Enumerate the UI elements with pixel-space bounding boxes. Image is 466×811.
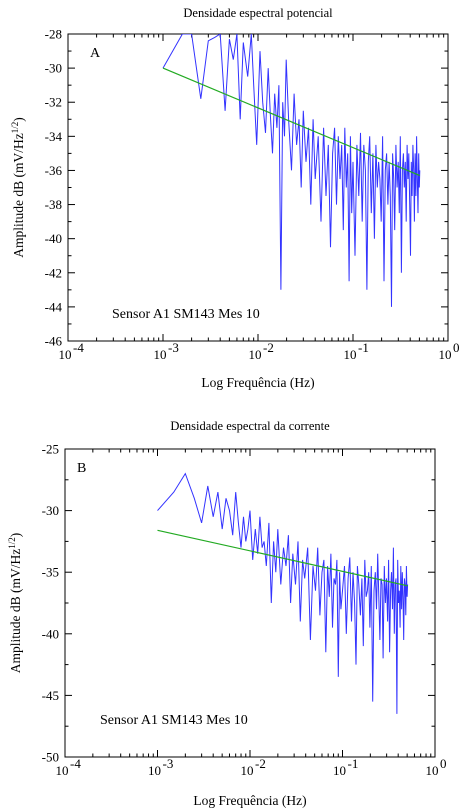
y-axis-label: Amplitude dB (mV/Hz1/2) — [10, 117, 26, 258]
x-tick-label: 10 — [241, 763, 254, 778]
x-tick-exponent: -3 — [168, 340, 179, 355]
panel-label: B — [77, 461, 86, 476]
x-tick-label: 10 — [344, 347, 357, 362]
x-tick-label: 10 — [56, 763, 69, 778]
y-tick-label: -38 — [45, 197, 62, 212]
x-tick-exponent: -3 — [163, 756, 174, 771]
x-tick-exponent: -4 — [70, 756, 81, 771]
y-tick-label: -40 — [45, 231, 62, 246]
y-tick-label: -30 — [45, 61, 62, 76]
x-tick-label: 10 — [59, 347, 72, 362]
chart-title: Densidade espectral potencial — [183, 6, 333, 20]
x-tick-exponent: -4 — [73, 340, 84, 355]
x-tick-exponent: -1 — [348, 756, 359, 771]
trend-line — [157, 529, 408, 587]
x-tick-label: 10 — [154, 347, 167, 362]
y-tick-label: -50 — [42, 750, 59, 765]
x-tick-exponent: 0 — [440, 756, 447, 771]
panel-label: A — [90, 46, 101, 61]
x-tick-label: 10 — [439, 347, 452, 362]
y-tick-label: -42 — [45, 265, 62, 280]
y-tick-label: -45 — [42, 688, 59, 703]
y-tick-label: -25 — [42, 442, 59, 457]
x-axis-label: Log Frequência (Hz) — [201, 375, 314, 390]
x-tick-exponent: -2 — [263, 340, 274, 355]
y-tick-label: -35 — [42, 565, 59, 580]
x-tick-exponent: -1 — [358, 340, 369, 355]
y-tick-label: -44 — [45, 299, 63, 314]
x-axis-label: Log Frequência (Hz) — [193, 793, 306, 808]
y-tick-label: -30 — [42, 503, 59, 518]
y-tick-label: -36 — [45, 163, 63, 178]
x-tick-label: 10 — [249, 347, 262, 362]
x-tick-label: 10 — [148, 763, 161, 778]
y-tick-label: -32 — [45, 95, 62, 110]
x-tick-exponent: -2 — [255, 756, 266, 771]
y-tick-label: -46 — [45, 334, 63, 349]
sensor-annotation: Sensor A1 SM143 Mes 10 — [100, 713, 248, 728]
x-tick-label: 10 — [426, 763, 439, 778]
trend-line — [162, 67, 421, 177]
y-axis-label: Amplitude dB (mV/Hz1/2) — [7, 533, 23, 674]
x-tick-label: 10 — [333, 763, 346, 778]
chart-title: Densidade espectral da corrente — [170, 419, 330, 433]
spectrum-line — [162, 34, 421, 307]
x-tick-exponent: 0 — [453, 340, 460, 355]
plot-frame — [64, 448, 436, 758]
spectrum-line — [157, 472, 409, 714]
y-tick-label: -40 — [42, 626, 59, 641]
y-tick-label: -28 — [45, 27, 62, 42]
y-tick-label: -34 — [45, 129, 63, 144]
sensor-annotation: Sensor A1 SM143 Mes 10 — [112, 307, 260, 322]
